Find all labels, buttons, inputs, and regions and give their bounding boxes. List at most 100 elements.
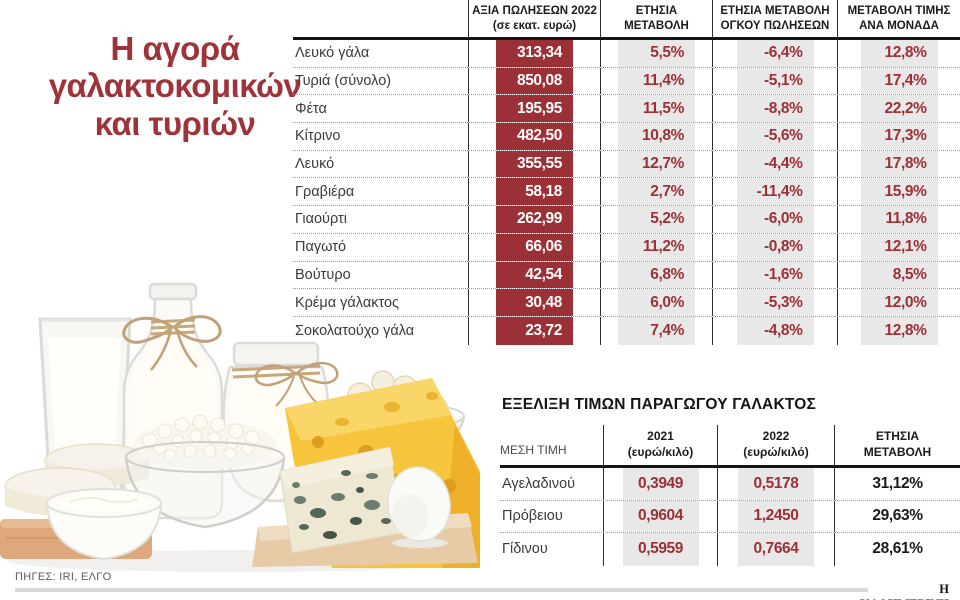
row-label: Φέτα — [295, 100, 327, 117]
value-badge: -8,8% — [736, 95, 814, 123]
cell-unit-price-change: 8,5% — [837, 261, 960, 289]
cell-price-2022: 1,2450 — [717, 500, 834, 533]
table-row: Γραβιέρα 58,18 2,7% -11,4% 15,9% — [293, 178, 960, 207]
header-line: ΑΝΑ ΜΟΝΑΔΑ — [859, 19, 939, 32]
value-badge: 6,8% — [618, 261, 695, 289]
cell-price-2021: 0,3949 — [603, 468, 717, 500]
value-badge: -11,4% — [736, 178, 814, 206]
value-badge: 482,50 — [496, 123, 573, 150]
row-label: Παγωτό — [295, 239, 347, 256]
value-badge: 30,48 — [496, 289, 573, 316]
cell-unit-price-change: 12,8% — [837, 40, 960, 67]
column-header-annual-change: ΕΤΗΣΙΑ ΜΕΤΑΒΟΛΗ — [834, 425, 960, 465]
column-header-sales-value: ΑΞΙΑ ΠΩΛΗΣΕΩΝ 2022 (σε εκατ. ευρώ) — [468, 0, 600, 37]
column-header-annual-change: ΕΤΗΣΙΑ ΜΕΤΑΒΟΛΗ — [600, 0, 712, 37]
column-header-average-price: ΜΕΣΗ ΤΙΜΗ — [500, 443, 567, 457]
cell-sales-value: 66,06 — [468, 233, 600, 261]
table-row: Κίτρινο 482,50 10,8% -5,6% 17,3% — [293, 123, 960, 151]
row-label: Κίτρινο — [295, 128, 341, 145]
cell-volume-change: -1,6% — [712, 261, 837, 289]
sales-table: ΑΞΙΑ ΠΩΛΗΣΕΩΝ 2022 (σε εκατ. ευρώ) ΕΤΗΣΙ… — [293, 0, 960, 345]
value-badge: 23,72 — [496, 316, 573, 345]
value-badge: 5,5% — [618, 40, 695, 67]
header-line: ΑΞΙΑ ΠΩΛΗΣΕΩΝ 2022 — [472, 4, 597, 17]
cell-annual-change: 6,8% — [600, 261, 712, 289]
header-line: ΕΤΗΣΙΑ ΜΕΤΑΒΟΛΗ — [720, 4, 830, 17]
cell-sales-value: 355,55 — [468, 150, 600, 178]
row-label: Γραβιέρα — [295, 183, 355, 200]
publisher-logo: Η ΚΑΘΗΜΕΡΙΝΗ — [860, 582, 949, 600]
column-header-volume-change: ΕΤΗΣΙΑ ΜΕΤΑΒΟΛΗ ΟΓΚΟΥ ΠΩΛΗΣΕΩΝ — [712, 0, 837, 37]
dairy-products-photo — [0, 282, 480, 572]
cell-volume-change: -5,6% — [712, 123, 837, 150]
value-badge: 850,08 — [496, 67, 573, 95]
value-badge: 7,4% — [618, 316, 695, 345]
table-row: Τυριά (σύνολο) 850,08 11,4% -5,1% 17,4% — [293, 67, 960, 96]
value-badge: 10,8% — [618, 123, 695, 150]
cell-sales-value: 482,50 — [468, 123, 600, 150]
column-header-2022: 2022 (ευρώ/κιλό) — [717, 425, 834, 465]
cell-sales-value: 850,08 — [468, 67, 600, 95]
page-title-line: Η αγορά — [110, 30, 241, 67]
value-badge: 17,4% — [860, 67, 938, 95]
cell-annual-change: 10,8% — [600, 123, 712, 150]
value-badge: 17,8% — [860, 150, 938, 178]
header-line: (ευρώ/κιλό) — [627, 445, 694, 459]
value-badge: -0,8% — [736, 233, 814, 261]
value-badge: 0,9604 — [622, 500, 699, 533]
value-badge: 11,2% — [618, 233, 695, 261]
value-badge: 12,8% — [860, 316, 938, 345]
row-label: Πρόβειου — [502, 508, 563, 525]
column-header-category — [293, 0, 468, 37]
cell-annual-change: 31,12% — [834, 468, 960, 500]
value-badge: 0,3949 — [622, 468, 699, 500]
cell-unit-price-change: 12,0% — [837, 289, 960, 316]
cell-unit-price-change: 11,8% — [837, 206, 960, 233]
producer-table-header-row: ΜΕΣΗ ΤΙΜΗ 2021 (ευρώ/κιλό) 2022 (ευρώ/κι… — [500, 425, 960, 468]
cell-annual-change: 29,63% — [834, 500, 960, 533]
value-badge: 12,8% — [860, 40, 938, 67]
sources-note: ΠΗΓΕΣ: IRI, ΕΛΓΟ — [15, 571, 112, 583]
row-label: Λευκό — [295, 156, 335, 173]
value-badge: -5,1% — [736, 67, 814, 95]
value-badge: -6,0% — [736, 206, 814, 233]
value-badge: 1,2450 — [738, 500, 814, 533]
cell-price-2022: 0,5178 — [717, 468, 834, 500]
cell-price-2022: 0,7664 — [717, 533, 834, 566]
cell-volume-change: -6,0% — [712, 206, 837, 233]
header-line: ΕΤΗΣΙΑ — [875, 429, 920, 444]
cell-sales-value: 30,48 — [468, 289, 600, 316]
table-row: Λευκό 355,55 12,7% -4,4% 17,8% — [293, 150, 960, 179]
value-badge: 11,8% — [860, 206, 938, 233]
cell-sales-value: 42,54 — [468, 261, 600, 289]
cream-bowl-icon — [46, 488, 162, 561]
page-title: Η αγορά γαλακτοκομικών και τυριών — [8, 30, 342, 142]
value-badge: 12,7% — [618, 150, 695, 178]
cell-unit-price-change: 12,1% — [837, 233, 960, 261]
row-label: Γίδινου — [502, 541, 548, 558]
footer-divider-bar — [15, 588, 868, 592]
cell-volume-change: -11,4% — [712, 178, 837, 206]
cell-volume-change: -5,3% — [712, 289, 837, 316]
value-badge: 313,34 — [496, 40, 573, 67]
table-row: Πρόβειου 0,9604 1,2450 29,63% — [500, 500, 960, 534]
value-badge: 58,18 — [496, 178, 573, 206]
cell-annual-change: 5,2% — [600, 206, 712, 233]
cell-unit-price-change: 22,2% — [837, 95, 960, 123]
cell-price-2021: 0,5959 — [603, 533, 717, 566]
value-badge: 6,0% — [618, 289, 695, 316]
cell-annual-change: 2,7% — [600, 178, 712, 206]
cell-annual-change: 11,2% — [600, 233, 712, 261]
value-badge: -4,4% — [736, 150, 814, 178]
producer-table-title: ΕΞΕΛΙΞΗ ΤΙΜΩΝ ΠΑΡΑΓΩΓΟΥ ΓΑΛΑΚΤΟΣ — [502, 396, 816, 413]
table-row: Γιαούρτι 262,99 5,2% -6,0% 11,8% — [293, 206, 960, 234]
header-line: ΟΓΚΟΥ ΠΩΛΗΣΕΩΝ — [720, 19, 830, 32]
header-line: ΜΕΤΑΒΟΛΗ — [624, 19, 689, 32]
header-line: ΕΤΗΣΙΑ — [635, 4, 678, 17]
cottage-cheese-bowl-icon — [124, 414, 286, 529]
cell-annual-change: 12,7% — [600, 150, 712, 178]
header-line: 2022 — [762, 429, 790, 444]
header-line: 2021 — [647, 429, 674, 444]
value-badge: 262,99 — [496, 206, 573, 233]
cell-annual-change: 28,61% — [834, 533, 960, 566]
